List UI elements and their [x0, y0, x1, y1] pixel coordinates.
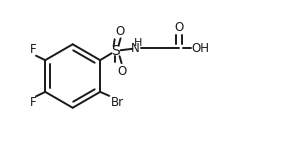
Text: H: H: [134, 38, 143, 48]
Text: O: O: [117, 65, 126, 78]
Text: F: F: [30, 43, 36, 56]
Text: O: O: [175, 21, 184, 34]
Text: S: S: [111, 44, 120, 58]
Text: OH: OH: [192, 42, 210, 55]
Text: F: F: [30, 96, 36, 109]
Text: O: O: [115, 25, 124, 38]
Text: Br: Br: [111, 96, 124, 109]
Text: N: N: [131, 42, 140, 55]
